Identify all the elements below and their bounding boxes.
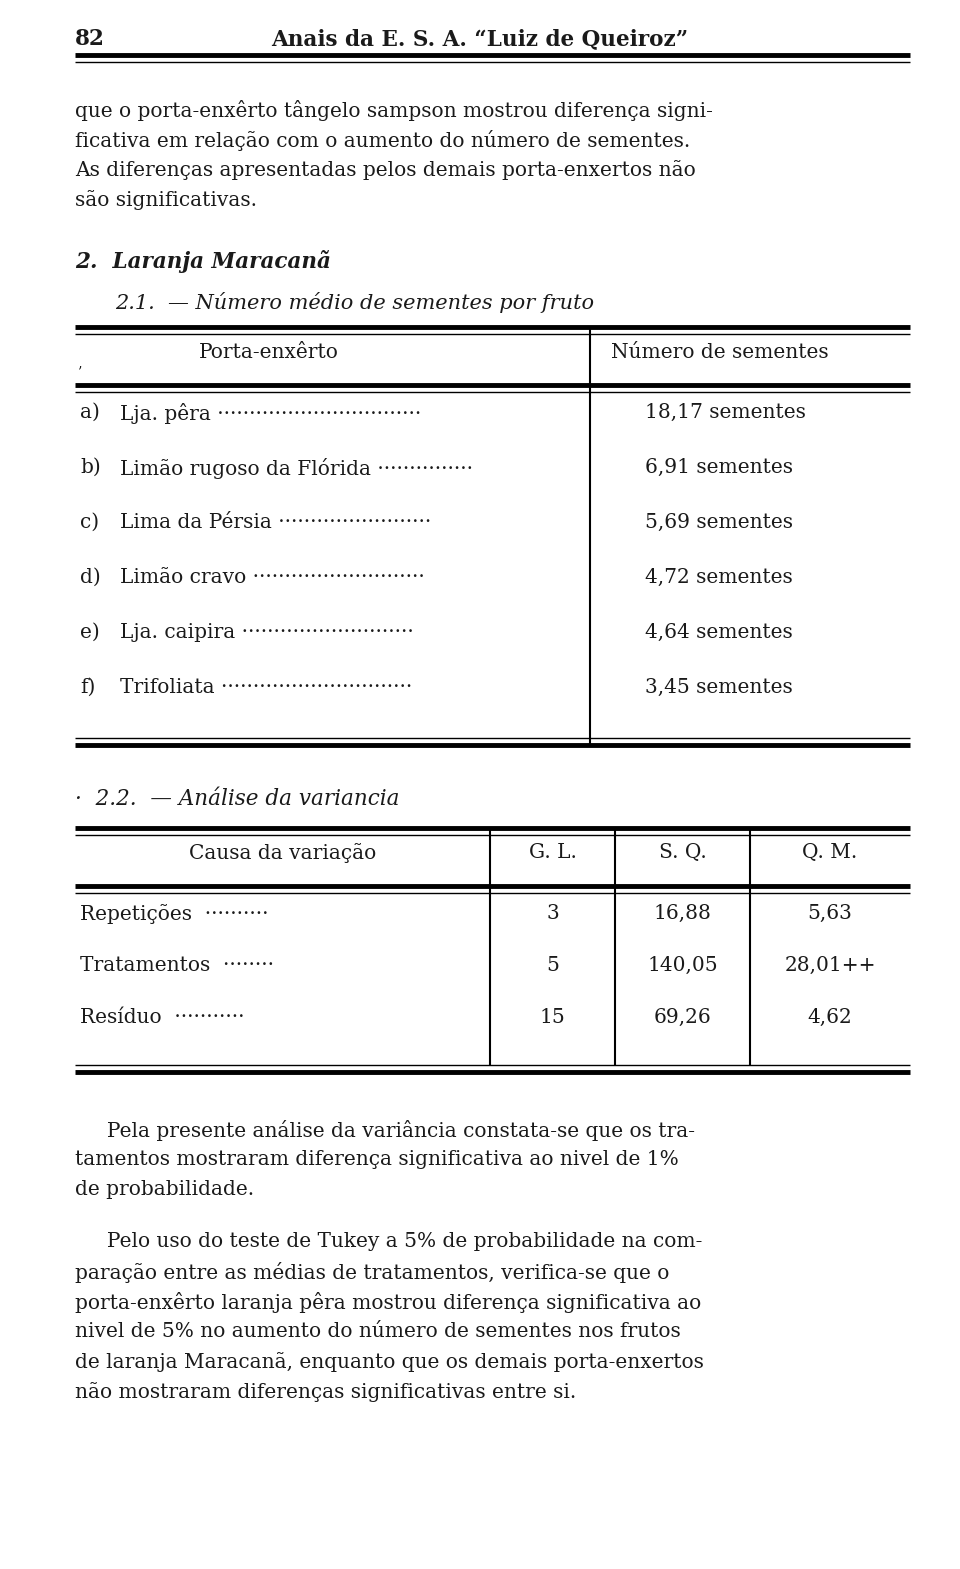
Text: nivel de 5% no aumento do número de sementes nos frutos: nivel de 5% no aumento do número de seme…	[75, 1323, 681, 1341]
Text: Trifoliata ······························: Trifoliata ·····························…	[120, 678, 412, 697]
Text: ficativa em relação com o aumento do número de sementes.: ficativa em relação com o aumento do núm…	[75, 130, 690, 151]
Text: b): b)	[80, 458, 101, 477]
Text: 3,45 sementes: 3,45 sementes	[645, 678, 793, 697]
Text: ’: ’	[78, 366, 83, 380]
Text: 16,88: 16,88	[654, 904, 711, 923]
Text: 5,63: 5,63	[807, 904, 852, 923]
Text: 69,26: 69,26	[654, 1007, 711, 1028]
Text: tamentos mostraram diferença significativa ao nivel de 1%: tamentos mostraram diferença significati…	[75, 1150, 679, 1169]
Text: 82: 82	[75, 28, 105, 50]
Text: são significativas.: são significativas.	[75, 190, 257, 210]
Text: 2.1.  — Número médio de sementes por fruto: 2.1. — Número médio de sementes por frut…	[115, 292, 594, 312]
Text: Limão rugoso da Flórida ···············: Limão rugoso da Flórida ···············	[120, 458, 473, 479]
Text: 4,62: 4,62	[807, 1007, 852, 1028]
Text: 3: 3	[546, 904, 559, 923]
Text: 18,17 sementes: 18,17 sementes	[645, 403, 805, 422]
Text: Repetições  ··········: Repetições ··········	[80, 904, 269, 924]
Text: Número de sementes: Número de sementes	[612, 344, 828, 362]
Text: f): f)	[80, 678, 95, 697]
Text: Porta-enxêrto: Porta-enxêrto	[199, 344, 339, 362]
Text: S. Q.: S. Q.	[659, 843, 707, 861]
Text: Limão cravo ···························: Limão cravo ···························	[120, 568, 424, 587]
Text: de probabilidade.: de probabilidade.	[75, 1180, 254, 1199]
Text: Anais da E. S. A. “Luiz de Queiroz”: Anais da E. S. A. “Luiz de Queiroz”	[272, 28, 688, 50]
Text: Pela presente análise da variância constata-se que os tra-: Pela presente análise da variância const…	[75, 1120, 695, 1141]
Text: 2.  Laranja Maracanã: 2. Laranja Maracanã	[75, 249, 331, 273]
Text: 5,69 sementes: 5,69 sementes	[645, 513, 793, 532]
Text: 15: 15	[540, 1007, 565, 1028]
Text: c): c)	[80, 513, 99, 532]
Text: não mostraram diferenças significativas entre si.: não mostraram diferenças significativas …	[75, 1382, 576, 1403]
Text: Lja. pêra ································: Lja. pêra ······························…	[120, 403, 421, 424]
Text: 28,01++: 28,01++	[784, 956, 876, 974]
Text: Tratamentos  ········: Tratamentos ········	[80, 956, 274, 974]
Text: 4,64 sementes: 4,64 sementes	[645, 623, 793, 642]
Text: Lja. caipira ···························: Lja. caipira ···························	[120, 623, 414, 642]
Text: 6,91 sementes: 6,91 sementes	[645, 458, 793, 477]
Text: e): e)	[80, 623, 100, 642]
Text: a): a)	[80, 403, 100, 422]
Text: porta-enxêrto laranja pêra mostrou diferença significativa ao: porta-enxêrto laranja pêra mostrou difer…	[75, 1291, 701, 1313]
Text: 5: 5	[546, 956, 559, 974]
Text: Resíduo  ···········: Resíduo ···········	[80, 1007, 245, 1028]
Text: 140,05: 140,05	[647, 956, 718, 974]
Text: Q. M.: Q. M.	[803, 843, 857, 861]
Text: As diferenças apresentadas pelos demais porta-enxertos não: As diferenças apresentadas pelos demais …	[75, 160, 696, 180]
Text: 4,72 sementes: 4,72 sementes	[645, 568, 793, 587]
Text: Pelo uso do teste de Tukey a 5% de probabilidade na com-: Pelo uso do teste de Tukey a 5% de proba…	[75, 1232, 703, 1250]
Text: Lima da Pérsia ························: Lima da Pérsia ························	[120, 513, 431, 532]
Text: d): d)	[80, 568, 101, 587]
Text: que o porta-enxêrto tângelo sampson mostrou diferença signi-: que o porta-enxêrto tângelo sampson most…	[75, 100, 713, 121]
Text: ·  2.2.  — Análise da variancia: · 2.2. — Análise da variancia	[75, 788, 399, 810]
Text: Causa da variação: Causa da variação	[189, 843, 376, 863]
Text: paração entre as médias de tratamentos, verifica-se que o: paração entre as médias de tratamentos, …	[75, 1261, 669, 1283]
Text: G. L.: G. L.	[529, 843, 576, 861]
Text: de laranja Maracanã, enquanto que os demais porta-enxertos: de laranja Maracanã, enquanto que os dem…	[75, 1352, 704, 1371]
